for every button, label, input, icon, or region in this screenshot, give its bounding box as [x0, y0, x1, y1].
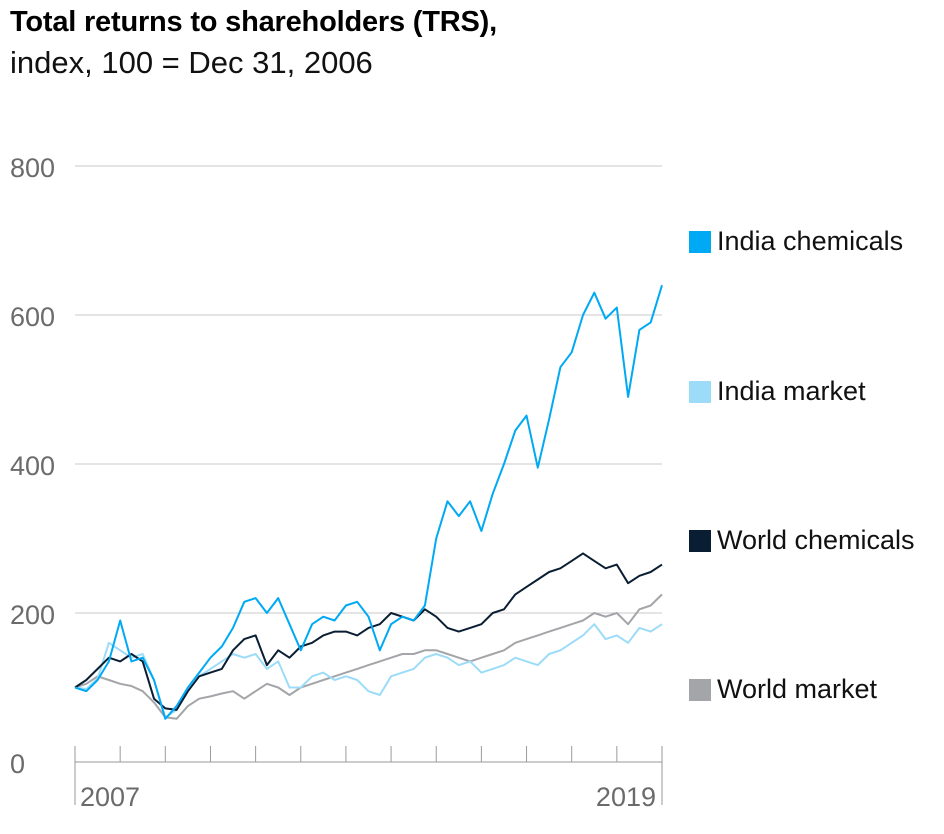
y-axis: 0 200 400 600 800: [10, 153, 55, 779]
series-lines: [74, 284, 663, 720]
y-tick-label: 600: [10, 302, 55, 332]
x-axis: 2007 2019: [74, 746, 663, 812]
series-line-world-chemicals: [74, 552, 663, 711]
legend-swatch: [689, 529, 711, 552]
legend-swatch: [689, 230, 711, 253]
x-tick-label: 2019: [596, 782, 656, 812]
y-tick-label: 400: [10, 451, 55, 481]
legend-label: World market: [717, 674, 878, 704]
legend-item: World chemicals: [689, 525, 915, 556]
legend-label: India market: [717, 376, 866, 406]
series-line-india-market: [74, 623, 663, 719]
y-tick-label: 0: [10, 749, 25, 779]
legend-swatch: [689, 678, 711, 701]
legend-label: World chemicals: [717, 525, 915, 555]
chart-title: Total returns to shareholders (TRS),: [10, 6, 497, 38]
y-tick-label: 800: [10, 153, 55, 183]
legend-label: India chemicals: [717, 226, 904, 256]
chart-subtitle: index, 100 = Dec 31, 2006: [10, 45, 373, 80]
x-tick-label: 2007: [80, 782, 140, 812]
series-line-world-market: [74, 593, 663, 720]
legend-item: India market: [689, 376, 866, 407]
legend-item: India chemicals: [689, 226, 903, 257]
legend-item: World market: [689, 674, 877, 705]
gridlines: [75, 165, 662, 614]
y-tick-label: 200: [10, 600, 55, 630]
legend-swatch: [689, 380, 711, 403]
series-line-india-chemicals: [74, 284, 663, 720]
